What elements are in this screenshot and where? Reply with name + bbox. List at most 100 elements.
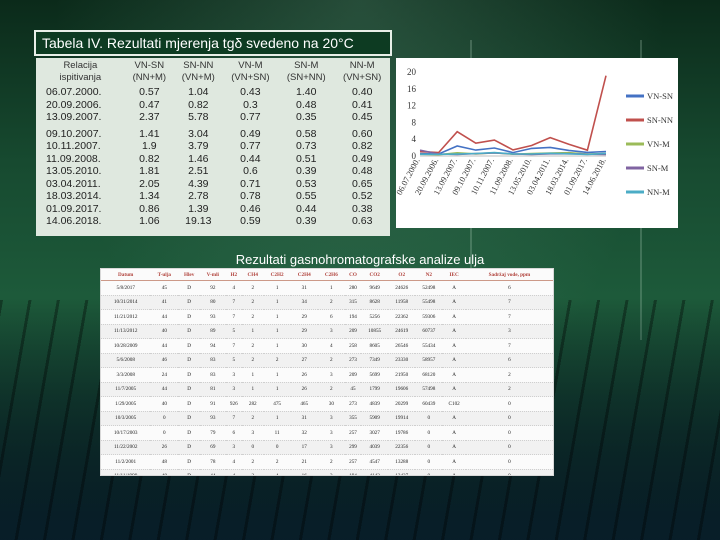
gas-table-cell: 83 [199, 367, 226, 383]
gas-table-header-cell: Datum [101, 269, 151, 281]
chart-svg: 20161284006.07.2000.20.09.2006.13.09.200… [394, 67, 673, 197]
gas-table-cell: 0 [241, 440, 264, 455]
gas-table-cell: 19914 [388, 411, 416, 426]
gas-table-cell: 94 [199, 338, 226, 354]
gas-table-cell: 2 [263, 454, 291, 470]
table-cell-date: 10.11.2007. [46, 140, 101, 152]
gas-table-cell: 22362 [388, 309, 416, 325]
gas-table-cell: 2 [241, 469, 264, 475]
gas-table-cell: 93 [199, 411, 226, 426]
gas-table-cell: 16 [290, 469, 318, 475]
gas-table-cell: D [178, 411, 200, 426]
gas-table-header-cell: CO2 [361, 269, 389, 281]
gas-table-cell: 4 [225, 454, 242, 470]
gas-table-cell: D [178, 469, 200, 475]
gas-table-cell: 11/21/2012 [101, 309, 151, 325]
table-cell-value: 0.57 [139, 86, 160, 98]
gas-table-header-cell: T-ulja [150, 269, 179, 281]
measurement-table-header-row: Relacija ispitivanja VN-SN (NN+M) SN-NN (VN… [36, 58, 390, 86]
table-cell-value: 0.55 [296, 190, 317, 202]
table-cell-date: 18.03.2014. [46, 190, 102, 202]
table-row: 20.09.2006. 0.47 0.82 0.3 0.48 0.41 [36, 99, 390, 112]
gas-table-cell: 2 [465, 367, 553, 383]
gas-table-cell: 10/28/2009 [101, 338, 151, 354]
gas-table-cell: 257 [344, 454, 362, 470]
table-cell-value: 19.13 [185, 215, 212, 227]
gas-table-cell: 4547 [361, 454, 389, 470]
gas-table-cell: 79 [199, 425, 226, 441]
table-row: 1/29/2005 40 D 91 926 282 475 465 30 273 4839 20299… [101, 396, 553, 412]
gas-table-cell: 2 [317, 454, 345, 470]
table-row: 11/21/2012 44 D 93 7 2 1 29 6 194 5256 22362 59306 A 7 [101, 309, 553, 325]
table-cell-value: 0.3 [243, 98, 258, 111]
table-row: 11/22/2002 26 D 69 3 0 0 17 3 299 4039 22356 0 A 0 [101, 440, 553, 455]
gas-table-cell: 20299 [388, 396, 416, 412]
gas-table-cell: 9649 [361, 280, 389, 296]
gas-table-cell: 209 [344, 324, 362, 339]
gas-table-cell: A [442, 382, 466, 397]
gas-table-cell: C102 [442, 396, 466, 412]
gas-table-cell: 0 [415, 454, 443, 470]
gas-table-cell: 7 [225, 295, 242, 310]
gas-table-cell: 315 [344, 295, 362, 310]
table-cell-value: 2.51 [188, 165, 209, 177]
gas-analysis-table-image: Datum T-ulja Hlev V-mli H2 CH4 C2H2 C2H4 C2H6 CO C… [100, 268, 554, 476]
gas-table-cell: 6 [465, 280, 553, 296]
gas-table-cell: A [442, 454, 466, 470]
table-row: 11/7/2005 44 D 81 3 1 1 26 2 45 1799 19606 57498 A 2 [101, 382, 553, 397]
gas-table-cell: 8605 [361, 338, 389, 354]
gas-table-cell: A [442, 353, 466, 368]
gas-table-cell: 3 [241, 425, 264, 441]
gas-table-cell: 60737 [415, 324, 443, 339]
gas-table-cell: 1 [317, 280, 345, 296]
table-cell-date: 09.10.2007. [46, 127, 102, 140]
table-row: 06.07.2000. 0.57 1.04 0.43 1.40 0.40 [36, 86, 390, 99]
table-cell-value: 0.51 [296, 152, 317, 165]
gas-table-cell: 1 [263, 367, 291, 383]
header-sn-nn: SN-NN (VN+M) [181, 60, 215, 83]
gas-table-cell: 52498 [415, 280, 443, 296]
gas-table-cell: 45 [344, 382, 362, 397]
table-cell-value: 0.39 [296, 165, 317, 177]
table-cell-value: 0.39 [296, 215, 317, 227]
gas-table-cell: 7 [225, 411, 242, 426]
gas-table-cell: 3 [225, 382, 242, 397]
table-cell-value: 0.48 [351, 165, 373, 177]
table-cell-value: 1.81 [139, 165, 160, 177]
table-cell-value: 0.82 [139, 152, 160, 165]
gas-table-cell: 3 [465, 324, 553, 339]
gas-table-header-cell: CO [344, 269, 362, 281]
gas-table-cell: 80 [199, 295, 226, 310]
gas-table-cell: 299 [344, 440, 362, 455]
table-cell-value: 0.59 [240, 215, 261, 227]
table-row: 11.09.2008. 0.82 1.46 0.44 0.51 0.49 [36, 153, 390, 166]
table-cell-value: 0.63 [351, 215, 373, 227]
gas-table-cell: 3 [225, 367, 242, 383]
gas-table-cell: 0 [465, 440, 553, 455]
table-cell-value: 4.39 [188, 177, 209, 190]
gas-table-header-cell: Hlev [178, 269, 200, 281]
legend-label: SN-M [647, 163, 669, 173]
gas-table-cell: A [442, 367, 466, 383]
table-row: 13.05.2010. 1.81 2.51 0.6 0.39 0.48 [36, 165, 390, 178]
slide-title: Tabela IV. Rezultati mjerenja tgδ sveden… [34, 30, 392, 56]
gas-table-cell: 1799 [361, 382, 389, 397]
gas-table-cell: 30 [317, 396, 345, 412]
gas-table-cell: 12427 [388, 469, 416, 475]
gas-table-cell: 11/22/2002 [101, 440, 151, 455]
gas-table-cell: D [178, 382, 200, 397]
gas-table-header-cell: N2 [415, 269, 443, 281]
gas-table-cell: D [178, 338, 200, 354]
gas-table-cell: 11/2/2001 [101, 454, 151, 470]
table-row: 11/11/199948D444241631944143124270A0 [101, 469, 553, 475]
gas-table-cell: 11 [263, 425, 291, 441]
gas-table-cell: D [178, 454, 200, 470]
y-tick-label: 16 [407, 84, 417, 94]
gas-table-cell: 0 [415, 469, 443, 475]
table-row: 3/3/2008 24 D 83 3 1 1 26 3 209 5699 21950 68120 A 2 [101, 367, 553, 383]
gas-table-cell: 6 [317, 309, 345, 325]
gas-table-cell: 6 [465, 353, 553, 368]
gas-table-cell: 0 [415, 440, 443, 455]
gas-table-cell: 19606 [388, 382, 416, 397]
gas-table-cell: 81 [199, 382, 226, 397]
